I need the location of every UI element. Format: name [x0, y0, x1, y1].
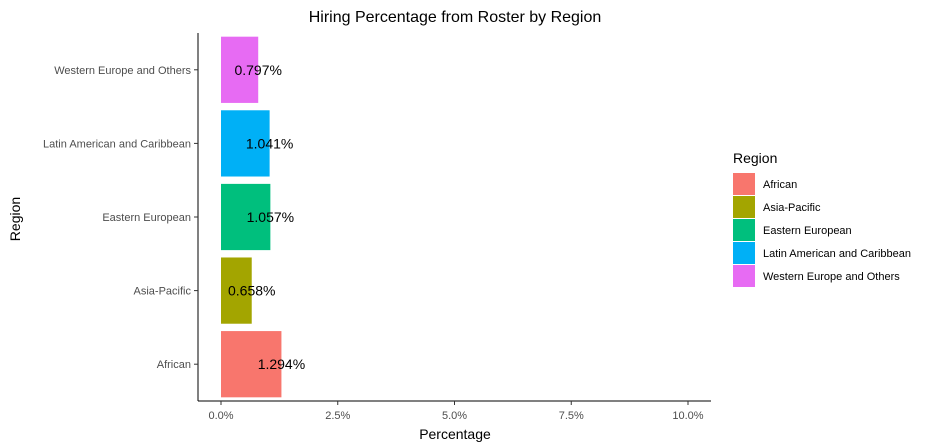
x-tick-label: 10.0%: [672, 410, 703, 422]
legend-label: Eastern European: [763, 225, 852, 237]
legend-swatch: [733, 265, 755, 287]
bar-eastern-european: [221, 183, 271, 251]
x-axis: 0.0% 2.5% 5.0% 7.5% 10.0%: [198, 400, 711, 422]
bar-latin-american-and-caribbean: [221, 110, 270, 177]
legend-swatch: [733, 196, 755, 218]
chart-title: Hiring Percentage from Roster by Region: [309, 9, 602, 26]
x-tick-label: 7.5%: [559, 410, 584, 422]
legend-label: Asia-Pacific: [763, 202, 821, 214]
y-tick-label: Latin American and Caribbean: [43, 138, 191, 150]
x-axis-title: Percentage: [419, 426, 491, 442]
legend-label: Western Europe and Others: [763, 271, 900, 283]
x-tick-label: 0.0%: [208, 410, 233, 422]
x-tick-label: 5.0%: [442, 410, 467, 422]
legend-label: Latin American and Caribbean: [763, 248, 911, 260]
data-label: 1.057%: [247, 209, 294, 225]
plot-area: 1.294% 0.658% 1.057% 1.041% 0.797%: [221, 36, 305, 398]
x-tick-label: 2.5%: [325, 410, 350, 422]
legend-swatch: [733, 242, 755, 264]
y-axis: African Asia-Pacific Eastern European Latin…: [43, 33, 199, 401]
data-label: 0.658%: [228, 283, 275, 299]
y-tick-label: Asia-Pacific: [134, 286, 192, 298]
bar-western-europe-and-others: [221, 36, 259, 103]
legend-swatch: [733, 219, 755, 241]
bar-african: [221, 331, 282, 398]
y-axis-title: Region: [7, 197, 23, 241]
legend-swatch: [733, 173, 755, 195]
legend-label: African: [763, 179, 797, 191]
data-label: 0.797%: [234, 62, 281, 78]
y-tick-label: African: [157, 359, 191, 371]
legend: Region African Asia-Pacific Eastern Europe…: [733, 150, 911, 287]
y-tick-label: Eastern European: [102, 212, 191, 224]
data-label: 1.041%: [246, 135, 293, 151]
y-tick-label: Western Europe and Others: [54, 65, 191, 77]
legend-title: Region: [733, 150, 777, 166]
data-label: 1.294%: [258, 356, 305, 372]
bar-asia-pacific: [221, 257, 252, 324]
